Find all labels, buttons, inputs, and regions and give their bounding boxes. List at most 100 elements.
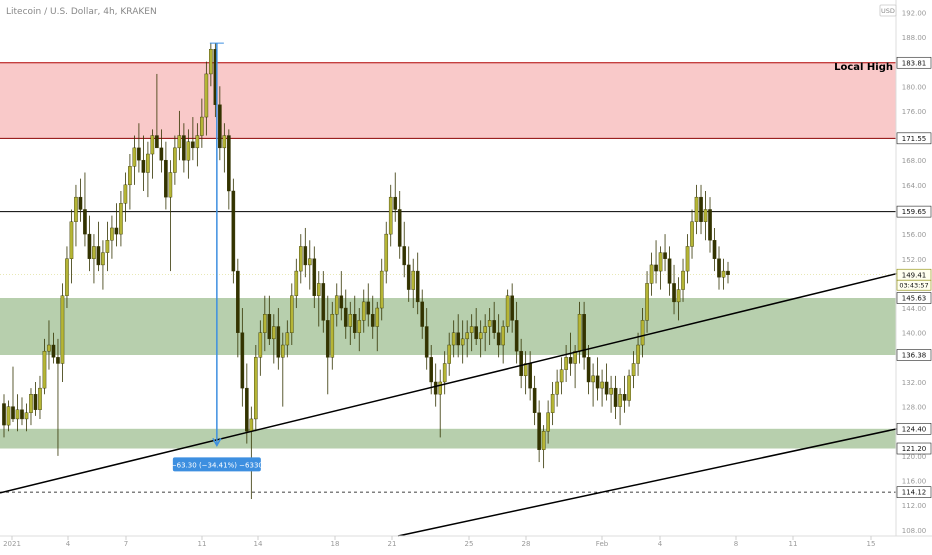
candle-body bbox=[703, 209, 708, 222]
x-tick-label: 25 bbox=[465, 540, 474, 548]
candle-body bbox=[451, 332, 456, 346]
y-tick-label: 108.00 bbox=[902, 527, 927, 535]
candle-body bbox=[56, 357, 60, 364]
candle bbox=[658, 246, 663, 290]
candle-body bbox=[505, 295, 510, 327]
candle-body bbox=[150, 135, 155, 155]
candle-body bbox=[555, 381, 559, 395]
x-tick-label: 18 bbox=[331, 540, 340, 548]
candle-body bbox=[460, 338, 465, 346]
candle-body bbox=[595, 375, 600, 389]
candle bbox=[564, 345, 568, 382]
candle bbox=[379, 258, 384, 321]
price-axis[interactable]: 108.00112.00116.00120.00124.00128.00132.… bbox=[895, 0, 932, 536]
candle-body bbox=[712, 240, 717, 259]
candle bbox=[559, 357, 564, 395]
candle bbox=[663, 234, 667, 272]
candle bbox=[703, 190, 708, 241]
level-badge-label: 171.55 bbox=[902, 135, 927, 143]
candle bbox=[384, 221, 389, 284]
candle bbox=[263, 295, 267, 352]
candle-body bbox=[366, 301, 371, 315]
candle-body bbox=[114, 227, 119, 235]
candle bbox=[348, 301, 353, 346]
candle-body bbox=[361, 301, 366, 321]
candle-body bbox=[137, 147, 141, 161]
level-badge-label: 183.81 bbox=[902, 59, 927, 67]
y-tick-label: 140.00 bbox=[902, 330, 927, 338]
y-tick-label: 128.00 bbox=[902, 404, 927, 412]
candle bbox=[523, 351, 528, 395]
candle bbox=[550, 381, 555, 426]
candle bbox=[290, 283, 294, 346]
candle-body bbox=[227, 135, 231, 192]
candle-body bbox=[290, 295, 294, 333]
candle-body bbox=[285, 332, 290, 346]
candle bbox=[528, 351, 532, 401]
candle-body bbox=[537, 412, 541, 450]
candle bbox=[105, 221, 110, 272]
candle-body bbox=[307, 258, 312, 266]
candle-body bbox=[559, 369, 564, 383]
candle bbox=[438, 369, 442, 438]
measure-label: −63.30 (−34.41%) −6330 bbox=[171, 461, 263, 469]
candle bbox=[123, 172, 128, 222]
level-badge bbox=[896, 132, 932, 145]
candle-body bbox=[173, 147, 177, 173]
level-badge bbox=[896, 292, 932, 304]
candle bbox=[141, 135, 146, 191]
candle bbox=[173, 135, 177, 185]
candle bbox=[375, 301, 380, 352]
y-tick-label: 144.00 bbox=[902, 305, 927, 313]
candle-body bbox=[438, 381, 442, 395]
candle bbox=[654, 240, 658, 284]
candle bbox=[595, 357, 600, 401]
candle-body bbox=[321, 283, 326, 321]
chart-title: Litecoin / U.S. Dollar, 4h, KRAKEN bbox=[6, 7, 157, 17]
candle-body bbox=[604, 381, 609, 395]
candle-body bbox=[411, 270, 416, 290]
candle-body bbox=[155, 135, 159, 149]
candle-body bbox=[627, 375, 631, 401]
candle-body bbox=[128, 166, 132, 186]
level-badge bbox=[896, 56, 932, 69]
level-badge-label: 159.65 bbox=[902, 208, 927, 216]
y-tick-label: 156.00 bbox=[902, 231, 927, 239]
candle-body bbox=[330, 314, 335, 358]
candle bbox=[442, 351, 447, 395]
candle-body bbox=[532, 387, 537, 413]
candle-body bbox=[573, 350, 577, 364]
currency-badge[interactable]: USD bbox=[879, 4, 897, 17]
candle bbox=[469, 314, 474, 352]
candle-body bbox=[456, 332, 460, 346]
candle bbox=[474, 308, 478, 346]
candle-body bbox=[420, 301, 425, 327]
candle bbox=[42, 338, 47, 395]
candle bbox=[24, 403, 29, 432]
candle bbox=[717, 246, 721, 290]
candle-body bbox=[38, 387, 42, 410]
x-tick-label: 4 bbox=[658, 540, 663, 548]
candle bbox=[370, 295, 375, 339]
time-axis[interactable]: 2021 4 7 11 14 18 21 25 28 Feb 4 8 11 15 bbox=[0, 535, 932, 548]
x-tick-label: 2021 bbox=[3, 540, 21, 548]
candle bbox=[631, 351, 636, 389]
candle-body bbox=[474, 326, 478, 340]
candle bbox=[87, 215, 92, 272]
x-tick-label: 21 bbox=[388, 540, 397, 548]
candle-body bbox=[496, 332, 501, 346]
x-tick-label: 11 bbox=[198, 540, 207, 548]
candle-body bbox=[105, 240, 110, 253]
x-tick-label: Feb bbox=[596, 540, 609, 548]
local-high-annotation: Local High bbox=[834, 62, 893, 73]
candle bbox=[11, 366, 15, 423]
zone-support-lower bbox=[0, 428, 896, 449]
candle-body bbox=[29, 394, 33, 413]
candle-body bbox=[397, 209, 402, 247]
measure-tool[interactable]: −63.30 (−34.41%) −6330 bbox=[171, 42, 263, 472]
candle-body bbox=[231, 190, 236, 272]
trendlines[interactable] bbox=[0, 272, 898, 537]
candle bbox=[222, 123, 227, 173]
